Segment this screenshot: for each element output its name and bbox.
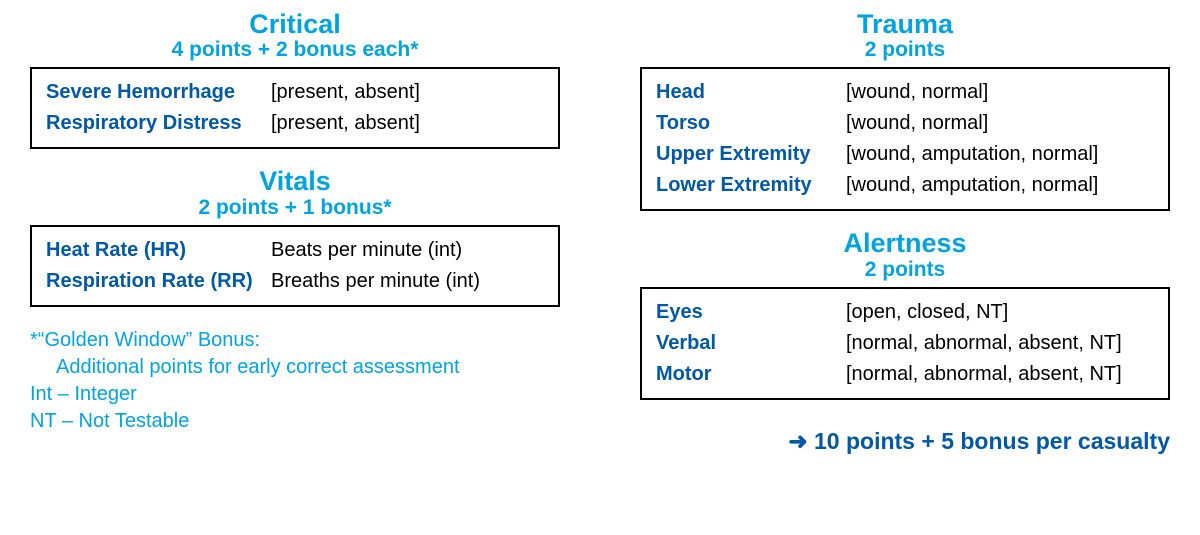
row-label: Respiratory Distress — [46, 112, 271, 135]
arrow-icon: ➜ — [788, 428, 807, 454]
note-bonus-desc: Additional points for early correct asse… — [30, 354, 560, 381]
row-value: [wound, amputation, normal] — [846, 174, 1098, 197]
trauma-row: Torso [wound, normal] — [656, 108, 1154, 139]
row-value: [wound, normal] — [846, 112, 988, 135]
row-value: [present, absent] — [271, 81, 420, 104]
critical-subtitle: 4 points + 2 bonus each* — [30, 38, 560, 61]
vitals-section: Vitals 2 points + 1 bonus* Heat Rate (HR… — [30, 167, 560, 306]
total-line: ➜ 10 points + 5 bonus per casualty — [640, 428, 1170, 455]
row-label: Severe Hemorrhage — [46, 81, 271, 104]
alertness-section: Alertness 2 points Eyes [open, closed, N… — [640, 229, 1170, 399]
trauma-row: Lower Extremity [wound, amputation, norm… — [656, 170, 1154, 201]
trauma-title: Trauma — [640, 10, 1170, 38]
critical-row: Severe Hemorrhage [present, absent] — [46, 77, 544, 108]
trauma-box: Head [wound, normal] Torso [wound, norma… — [640, 67, 1170, 211]
trauma-row: Upper Extremity [wound, amputation, norm… — [656, 139, 1154, 170]
left-column: Critical 4 points + 2 bonus each* Severe… — [30, 10, 560, 455]
note-nt: NT – Not Testable — [30, 410, 189, 432]
row-label: Respiration Rate (RR) — [46, 270, 271, 293]
row-label: Motor — [656, 363, 846, 386]
trauma-subtitle: 2 points — [640, 38, 1170, 61]
vitals-title: Vitals — [30, 167, 560, 195]
alertness-title: Alertness — [640, 229, 1170, 257]
alertness-row: Eyes [open, closed, NT] — [656, 297, 1154, 328]
vitals-row: Heat Rate (HR) Beats per minute (int) — [46, 235, 544, 266]
row-value: [wound, normal] — [846, 81, 988, 104]
row-label: Upper Extremity — [656, 143, 846, 166]
trauma-row: Head [wound, normal] — [656, 77, 1154, 108]
row-value: [normal, abnormal, absent, NT] — [846, 332, 1122, 355]
row-value: Beats per minute (int) — [271, 239, 462, 262]
alertness-subtitle: 2 points — [640, 258, 1170, 281]
row-value: [open, closed, NT] — [846, 301, 1008, 324]
right-column: Trauma 2 points Head [wound, normal] Tor… — [640, 10, 1170, 455]
row-label: Lower Extremity — [656, 174, 846, 197]
trauma-section: Trauma 2 points Head [wound, normal] Tor… — [640, 10, 1170, 211]
row-value: [present, absent] — [271, 112, 420, 135]
alertness-box: Eyes [open, closed, NT] Verbal [normal, … — [640, 287, 1170, 400]
critical-section: Critical 4 points + 2 bonus each* Severe… — [30, 10, 560, 149]
row-value: [normal, abnormal, absent, NT] — [846, 363, 1122, 386]
row-label: Verbal — [656, 332, 846, 355]
critical-row: Respiratory Distress [present, absent] — [46, 108, 544, 139]
critical-title: Critical — [30, 10, 560, 38]
vitals-subtitle: 2 points + 1 bonus* — [30, 196, 560, 219]
vitals-box: Heat Rate (HR) Beats per minute (int) Re… — [30, 225, 560, 307]
row-label: Head — [656, 81, 846, 104]
row-label: Eyes — [656, 301, 846, 324]
row-label: Heat Rate (HR) — [46, 239, 271, 262]
row-label: Torso — [656, 112, 846, 135]
alertness-row: Verbal [normal, abnormal, absent, NT] — [656, 328, 1154, 359]
note-int: Int – Integer — [30, 383, 137, 405]
total-text: 10 points + 5 bonus per casualty — [814, 428, 1170, 454]
scoring-rubric: Critical 4 points + 2 bonus each* Severe… — [30, 10, 1170, 455]
alertness-row: Motor [normal, abnormal, absent, NT] — [656, 359, 1154, 390]
row-value: [wound, amputation, normal] — [846, 143, 1098, 166]
footnotes: *“Golden Window” Bonus: Additional point… — [30, 327, 560, 435]
vitals-row: Respiration Rate (RR) Breaths per minute… — [46, 266, 544, 297]
row-value: Breaths per minute (int) — [271, 270, 480, 293]
critical-box: Severe Hemorrhage [present, absent] Resp… — [30, 67, 560, 149]
note-bonus-title: *“Golden Window” Bonus: — [30, 329, 260, 351]
